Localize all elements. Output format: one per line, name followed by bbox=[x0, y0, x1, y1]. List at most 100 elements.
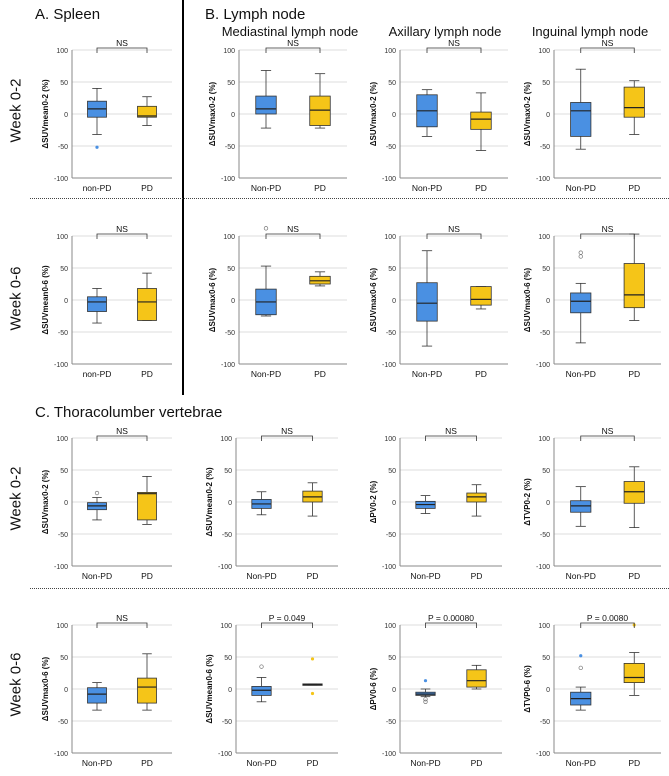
y-tick-label: -50 bbox=[540, 719, 550, 726]
significance-label: NS bbox=[116, 613, 128, 623]
y-tick-label: 50 bbox=[388, 266, 396, 273]
significance-label: NS bbox=[116, 426, 128, 436]
x-category-label: Non-PD bbox=[410, 571, 440, 581]
chart-vertebrae-tv-week-0-6: -100 -50 0 50 100 ΔTVP0-6 (%) Non-PD PD P = 0.00… bbox=[523, 613, 661, 768]
box-nonpd bbox=[416, 282, 438, 322]
y-tick-label: 0 bbox=[231, 112, 235, 119]
y-tick-label: 0 bbox=[392, 687, 396, 694]
x-category-label: Non-PD bbox=[251, 369, 281, 379]
y-tick-label: 0 bbox=[64, 298, 68, 305]
box-pd bbox=[466, 669, 487, 688]
significance-bracket bbox=[265, 47, 321, 53]
chart-vertebrae-suvmax-week-0-6: -100 -50 0 50 100 ΔSUVmax0-6 (%) Non-PD PD NS bbox=[41, 613, 172, 768]
y-tick-label: -100 bbox=[54, 176, 68, 183]
box-pd bbox=[137, 677, 157, 704]
y-axis-label: ΔSUVmax0-6 (%) bbox=[523, 267, 532, 332]
x-category-label: PD bbox=[314, 369, 326, 379]
significance-bracket bbox=[426, 233, 482, 239]
y-tick-label: 50 bbox=[542, 80, 550, 87]
significance-bracket bbox=[426, 47, 482, 53]
x-category-label: Non-PD bbox=[246, 758, 276, 768]
y-axis-label: ΔSUVmean0-6 (%) bbox=[41, 265, 50, 335]
outlier-point bbox=[259, 664, 264, 669]
significance-bracket bbox=[580, 622, 635, 628]
y-tick-label: 100 bbox=[220, 623, 232, 630]
box-nonpd bbox=[570, 292, 592, 314]
row-label-c-week-0-2: Week 0-2 bbox=[7, 466, 25, 531]
significance-bracket bbox=[261, 435, 313, 441]
box-pd bbox=[470, 111, 492, 130]
outlier-point bbox=[423, 699, 428, 704]
y-tick-label: 100 bbox=[538, 48, 550, 55]
y-tick-label: 0 bbox=[64, 687, 68, 694]
row-divider-top bbox=[30, 198, 669, 199]
x-category-label: Non-PD bbox=[566, 571, 596, 581]
x-category-label: Non-PD bbox=[82, 758, 112, 768]
y-tick-label: -50 bbox=[225, 144, 235, 151]
y-tick-label: 50 bbox=[227, 80, 235, 87]
column-title-axillary: Axillary lymph node bbox=[388, 24, 502, 39]
y-tick-label: 0 bbox=[64, 112, 68, 119]
box-pd bbox=[137, 288, 157, 321]
significance-label: NS bbox=[448, 224, 460, 234]
y-tick-label: -50 bbox=[225, 330, 235, 337]
section-title-vertebrae: C. Thoracolumber vertebrae bbox=[35, 404, 223, 421]
y-tick-label: 50 bbox=[60, 468, 68, 475]
y-tick-label: 50 bbox=[60, 655, 68, 662]
x-category-label: Non-PD bbox=[82, 571, 112, 581]
y-tick-label: -50 bbox=[386, 719, 396, 726]
y-tick-label: 100 bbox=[538, 436, 550, 443]
y-tick-label: 50 bbox=[60, 266, 68, 273]
significance-bracket bbox=[580, 233, 635, 239]
significance-label: NS bbox=[602, 426, 614, 436]
box-nonpd bbox=[255, 95, 277, 115]
y-tick-label: 100 bbox=[384, 48, 396, 55]
y-tick-label: 50 bbox=[388, 655, 396, 662]
significance-label: NS bbox=[287, 224, 299, 234]
y-tick-label: -100 bbox=[221, 362, 235, 369]
x-category-label: Non-PD bbox=[566, 183, 596, 193]
y-tick-label: -50 bbox=[222, 532, 232, 539]
significance-label: NS bbox=[445, 426, 457, 436]
x-category-label: PD bbox=[471, 571, 483, 581]
y-axis-label: ΔTVP0-6 (%) bbox=[523, 665, 532, 713]
y-tick-label: 50 bbox=[542, 468, 550, 475]
chart-mediastinal-week-0-2: -100 -50 0 50 100 ΔSUVmax0-2 (%) Non-PD PD NS bbox=[208, 38, 347, 193]
y-tick-label: 100 bbox=[538, 234, 550, 241]
y-tick-label: 0 bbox=[64, 500, 68, 507]
x-category-label: PD bbox=[628, 758, 640, 768]
chart-vertebrae-pv-week-0-6: -100 -50 0 50 100 ΔPV0-6 (%) Non-PD PD P = 0.000… bbox=[369, 613, 502, 768]
chart-inguinal-week-0-2: -100 -50 0 50 100 ΔSUVmax0-2 (%) Non-PD PD NS bbox=[523, 38, 661, 193]
row-label-a-week-0-6: Week 0-6 bbox=[7, 266, 25, 331]
significance-bracket bbox=[425, 622, 477, 628]
x-category-label: PD bbox=[628, 369, 640, 379]
outlier-point bbox=[310, 691, 315, 696]
significance-label: NS bbox=[116, 224, 128, 234]
x-category-label: PD bbox=[141, 369, 153, 379]
x-category-label: PD bbox=[307, 758, 319, 768]
chart-vertebrae-suvmax-week-0-2: -100 -50 0 50 100 ΔSUVmax0-2 (%) Non-PD PD NS bbox=[41, 426, 172, 581]
section-title-spleen: A. Spleen bbox=[35, 6, 101, 23]
row-label-c-week-0-6: Week 0-6 bbox=[7, 652, 25, 717]
y-tick-label: 100 bbox=[223, 48, 235, 55]
y-tick-label: 100 bbox=[56, 234, 68, 241]
y-tick-label: 0 bbox=[392, 500, 396, 507]
box-nonpd bbox=[251, 686, 272, 696]
chart-inguinal-week-0-6: -100 -50 0 50 100 ΔSUVmax0-6 (%) Non-PD PD NS bbox=[523, 224, 661, 379]
x-category-label: PD bbox=[628, 571, 640, 581]
y-tick-label: -100 bbox=[536, 362, 550, 369]
y-tick-label: 0 bbox=[546, 112, 550, 119]
y-tick-label: -50 bbox=[58, 532, 68, 539]
significance-label: P = 0.00080 bbox=[428, 613, 474, 623]
box-pd bbox=[137, 492, 157, 521]
y-tick-label: -50 bbox=[386, 144, 396, 151]
y-tick-label: 50 bbox=[224, 655, 232, 662]
y-tick-label: 0 bbox=[546, 298, 550, 305]
y-tick-label: -100 bbox=[218, 564, 232, 571]
outlier-point bbox=[94, 490, 100, 496]
section-title-lymph-node: B. Lymph node bbox=[205, 6, 306, 23]
y-tick-label: -50 bbox=[222, 719, 232, 726]
y-tick-label: 0 bbox=[546, 500, 550, 507]
y-tick-label: -100 bbox=[382, 751, 396, 758]
box-pd bbox=[623, 481, 645, 504]
